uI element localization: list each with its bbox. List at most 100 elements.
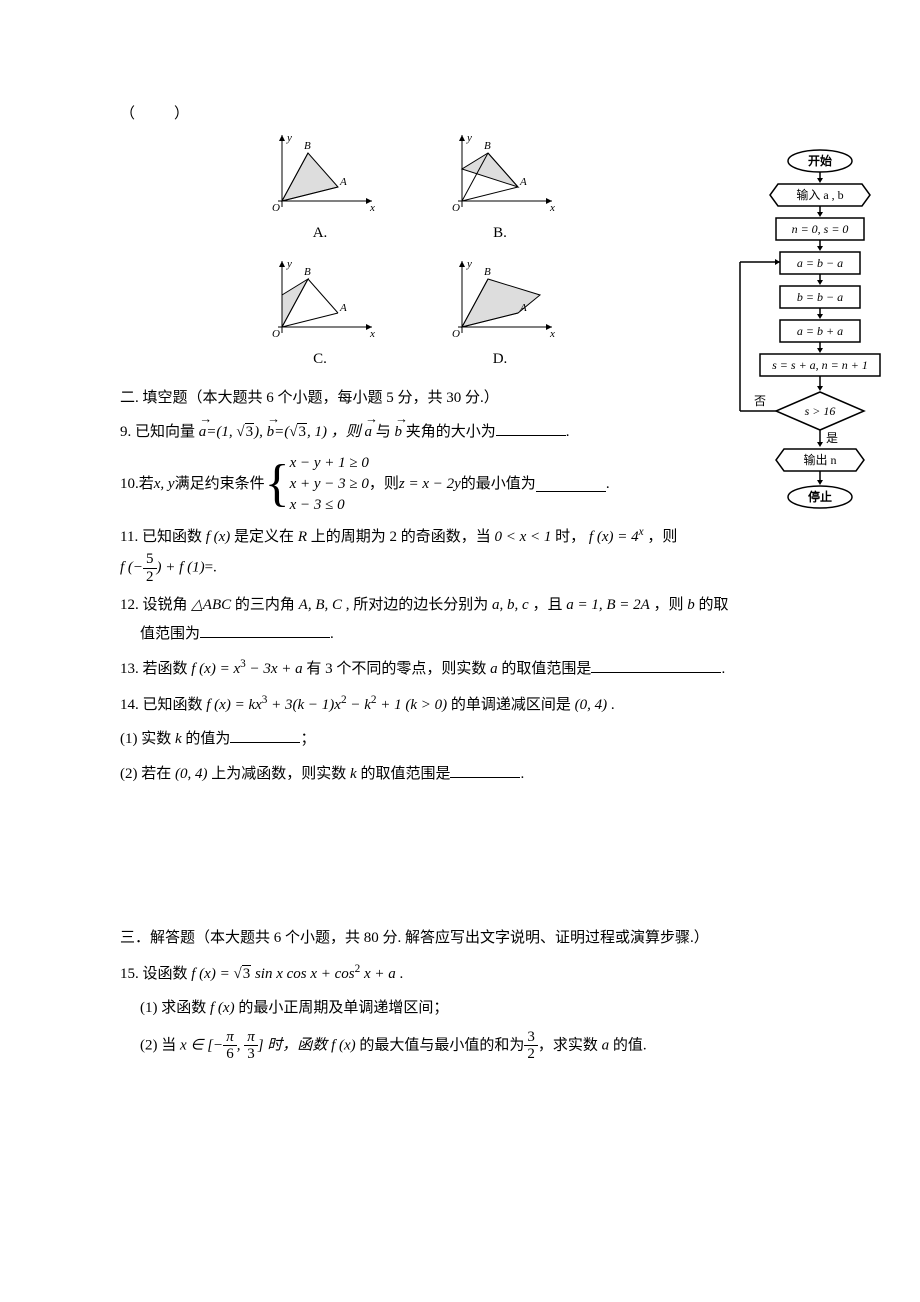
- q11-two: 2: [143, 569, 157, 586]
- q14-num: 14.: [120, 697, 143, 713]
- q12-p1: 设锐角: [143, 597, 188, 613]
- diagram-label-d: D.: [493, 351, 508, 367]
- q11-p1: 已知函数: [142, 529, 202, 545]
- svg-text:y: y: [466, 132, 472, 144]
- q9-b-end: , 1) ，则: [307, 424, 361, 440]
- q12-p2: 的三内角: [235, 597, 295, 613]
- q11-p2: 是定义在: [234, 529, 294, 545]
- q15-fx-mid: sin x cos x + cos: [251, 966, 354, 982]
- q15-sqrt3: 3: [242, 965, 252, 982]
- q15-six: 6: [223, 1046, 237, 1063]
- q14-interval: (0, 4): [575, 697, 608, 713]
- q9-angle: 夹角的大小为: [406, 424, 496, 440]
- svg-text:a = b + a: a = b + a: [797, 324, 843, 338]
- q10-system: { x − y + 1 ≥ 0 x + y − 3 ≥ 0 x − 3 ≤ 0: [265, 453, 369, 516]
- q13-p3: 的取值范围是: [501, 661, 591, 677]
- q14-p1: 已知函数: [143, 697, 203, 713]
- svg-text:x: x: [549, 328, 555, 340]
- q11-five: 5: [143, 551, 157, 569]
- svg-text:a = b − a: a = b − a: [797, 256, 843, 270]
- diagram-c: A B O x y C.: [260, 255, 380, 374]
- svg-text:x: x: [369, 202, 375, 214]
- q14-fxd: + 1 (k > 0): [377, 697, 448, 713]
- q14-s1-post: 的值为: [185, 731, 230, 747]
- q9-blank: [496, 420, 566, 436]
- q14-k2: k: [350, 766, 357, 782]
- q14-period: .: [607, 697, 615, 713]
- svg-text:x: x: [369, 328, 375, 340]
- q15-two: 2: [524, 1046, 538, 1063]
- question-14: 14. 已知函数 f (x) = kx3 + 3(k − 1)x2 − k2 +…: [120, 690, 860, 720]
- svg-text:开始: 开始: [808, 153, 832, 168]
- svg-text:y: y: [286, 132, 292, 144]
- q14-blank2: [450, 762, 520, 778]
- svg-text:输入 a , b: 输入 a , b: [796, 187, 843, 202]
- svg-text:B: B: [304, 140, 311, 152]
- svg-text:A: A: [519, 176, 527, 188]
- q12-p3: , 所对边的边长分别为: [346, 597, 489, 613]
- svg-text:否: 否: [754, 394, 766, 408]
- diagram-label-b: B.: [493, 225, 507, 241]
- q15-a: a: [602, 1037, 610, 1053]
- q14-p2: 的单调递减区间是: [451, 697, 571, 713]
- q15-fx2: f (x): [331, 1037, 356, 1053]
- q13-blank: [591, 657, 721, 673]
- svg-text:n = 0, s = 0: n = 0, s = 0: [792, 222, 849, 236]
- q13-fx: f (x) = x: [191, 661, 240, 677]
- question-15-sub1: (1) 求函数 f (x) 的最小正周期及单调递增区间；: [140, 994, 860, 1023]
- q15-xin: x ∈ [−: [180, 1037, 223, 1053]
- q14-fxb: + 3(k − 1)x: [267, 697, 341, 713]
- svg-text:O: O: [452, 202, 460, 214]
- question-10: 10. 若 x, y 满足约束条件 { x − y + 1 ≥ 0 x + y …: [120, 453, 860, 516]
- q9-with: 与: [376, 424, 391, 440]
- q10-period: .: [606, 470, 610, 499]
- q14-s2-pre: (2) 若在: [120, 766, 171, 782]
- q11-supx: x: [639, 526, 644, 538]
- q9-a-end: ),: [254, 424, 267, 440]
- q14-s1-pre: (1) 实数: [120, 731, 171, 747]
- svg-text:s > 16: s > 16: [805, 404, 836, 418]
- q11-p4: 时，: [555, 529, 585, 545]
- q15-s2-post: ，求实数: [538, 1037, 598, 1053]
- diagram-label-c: C.: [313, 351, 327, 367]
- q15-fx-post: x + a: [360, 966, 396, 982]
- q13-num: 13.: [120, 661, 143, 677]
- svg-text:y: y: [286, 258, 292, 270]
- diagram-d: A B O x y D.: [440, 255, 560, 374]
- question-14-sub2: (2) 若在 (0, 4) 上为减函数，则实数 k 的取值范围是.: [120, 760, 860, 789]
- q12-p6: 的取: [699, 597, 729, 613]
- q15-s2-mid: ] 时，函数: [258, 1037, 328, 1053]
- q11-fx: f (x): [206, 529, 231, 545]
- q12-num: 12.: [120, 597, 143, 613]
- svg-text:B: B: [484, 140, 491, 152]
- svg-text:b = b − a: b = b − a: [797, 290, 843, 304]
- q15-comma: ,: [237, 1037, 245, 1053]
- q14-s2-mid: 上为减函数，则实数: [211, 766, 346, 782]
- q10-if: 若: [139, 470, 154, 499]
- q12-p5: ，则: [654, 597, 684, 613]
- q11-R: R: [298, 529, 307, 545]
- q12-blank: [200, 622, 330, 638]
- q15-period: .: [396, 966, 404, 982]
- svg-text:O: O: [272, 202, 280, 214]
- q15-s1-post: 的最小正周期及单调递增区间；: [238, 1000, 448, 1016]
- q12-b: b: [687, 597, 695, 613]
- diagram-b: A B O x y B.: [440, 129, 560, 248]
- q15-p1: 设函数: [143, 966, 188, 982]
- svg-text:O: O: [272, 328, 280, 340]
- q14-fxc: − k: [347, 697, 371, 713]
- q10-min: 的最小值为: [461, 470, 536, 499]
- q15-pi1: π: [223, 1029, 237, 1047]
- q10-satisfy: 满足约束条件: [175, 470, 265, 499]
- q11-expr-mid: ) + f (1): [157, 559, 205, 575]
- svg-text:A: A: [519, 302, 527, 314]
- question-13: 13. 若函数 f (x) = x3 − 3x + a 有 3 个不同的零点，则…: [120, 654, 860, 684]
- q14-k: k: [175, 731, 182, 747]
- question-15-sub2: (2) 当 x ∈ [−π6, π3] 时，函数 f (x) 的最大值与最小值的…: [140, 1029, 860, 1063]
- q14-blank1: [230, 727, 300, 743]
- svg-text:x: x: [549, 202, 555, 214]
- q14-s2-period: .: [520, 766, 524, 782]
- q10-blank: [536, 476, 606, 492]
- q11-eq-end: =.: [205, 559, 217, 575]
- question-14-sub1: (1) 实数 k 的值为；: [120, 725, 860, 754]
